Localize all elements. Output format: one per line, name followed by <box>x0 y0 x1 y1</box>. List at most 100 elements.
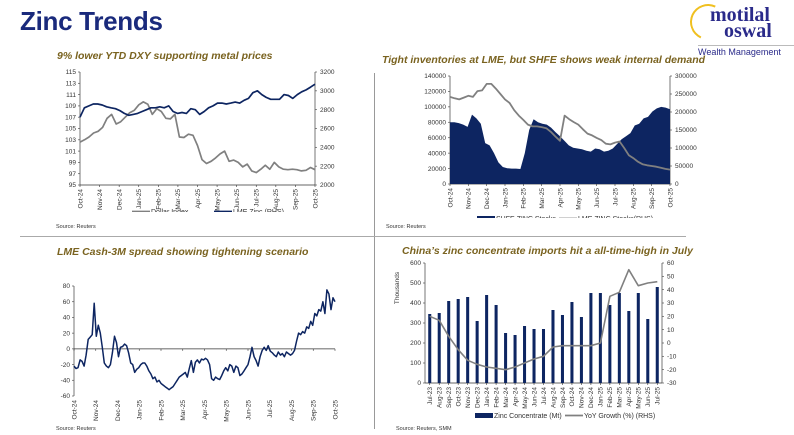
y-tick-label-left: 113 <box>66 81 77 88</box>
x-tick-label: Mar-25 <box>617 387 624 408</box>
bar-jan-24 <box>485 295 489 383</box>
x-tick-label: Mar-24 <box>503 387 510 408</box>
bar-mar-25 <box>617 293 621 383</box>
x-tick-label: Aug-25 <box>289 400 296 421</box>
x-tick-label: Dec-24 <box>588 387 595 408</box>
y-tick-label-left: 500 <box>410 280 421 287</box>
quadrant-divider-right <box>374 236 686 237</box>
y-tick-label-right: 200000 <box>675 109 697 116</box>
y-tick-label-left: 95 <box>69 182 77 189</box>
page-title: Zinc Trends <box>20 6 163 36</box>
legend-label-1: YoY Growth (%) (RHS) <box>584 413 655 420</box>
y-tick-label-left: 109 <box>65 103 76 110</box>
y-tick-label-right: 100000 <box>675 145 697 152</box>
x-tick-label: Nov-24 <box>579 387 586 408</box>
chart-dxy-zinc: 95 97 99 101 103 105 107 109 111 113 115 2000 2200 24… <box>65 69 335 212</box>
bar-nov-23 <box>466 297 470 383</box>
x-tick-label: May-25 <box>636 387 643 409</box>
x-tick-label: Jun-25 <box>594 188 601 208</box>
y-tick-label-left: 200 <box>410 340 421 347</box>
x-tick-label: May-25 <box>576 188 583 210</box>
y-tick-label-left: -20 <box>61 362 71 369</box>
chart-title-inventories: Tight inventories at LME, but SHFE shows… <box>382 54 706 66</box>
bar-jun-25 <box>646 319 650 383</box>
x-tick-label: Oct-25 <box>667 188 674 208</box>
y-tick-label-right: 250000 <box>675 91 697 98</box>
x-tick-label: Dec-24 <box>115 400 122 421</box>
y-tick-label-left: 107 <box>65 114 76 121</box>
y-tick-label-left: 60000 <box>428 135 446 142</box>
y-tick-label-right: 2600 <box>320 126 335 133</box>
x-tick-label: Jun-25 <box>245 400 252 420</box>
y-tick-label-left: 140000 <box>424 73 446 80</box>
x-tick-label: Mar-25 <box>539 188 546 209</box>
y-tick-label-left: 80000 <box>428 119 446 126</box>
x-tick-label: Aug-23 <box>437 387 444 408</box>
bar-dec-24 <box>589 293 593 383</box>
y-tick-label-left: 40 <box>63 315 71 322</box>
chart-inventories: 0 20000 40000 60000 80000 100000 120000 140000 0… <box>424 73 697 218</box>
x-tick-label: Nov-23 <box>465 387 472 408</box>
x-tick-label: Jul-24 <box>541 387 548 405</box>
chart-cash-3m: -60 -40 -20 0 20 40 60 80 Oct-24 Nov-24 Dec-24 Jan-… <box>61 283 340 421</box>
x-tick-label: Jul-23 <box>427 387 434 405</box>
x-tick-label: Feb-25 <box>156 189 163 210</box>
x-tick-label: Dec-24 <box>484 188 491 209</box>
line-series-1 <box>449 83 671 171</box>
line-series-0 <box>79 101 316 174</box>
y-tick-label-left: 0 <box>417 380 421 387</box>
y-tick-label-left: 111 <box>66 92 76 99</box>
chart-china-imports: 0 100 200 300 400 500 600 -30 -20 -10 0 10 20 30 40 50 6… <box>394 260 677 420</box>
y-tick-label-left: 400 <box>410 300 421 307</box>
x-tick-label: Sep-25 <box>311 400 318 421</box>
legend-label-0: SHFE ZINC Stocks <box>496 216 556 218</box>
y-tick-label-left: 100 <box>410 360 421 367</box>
y-tick-label-left: 20 <box>63 330 71 337</box>
y-tick-label-right: -10 <box>667 354 677 361</box>
area-series-0 <box>450 106 670 184</box>
y-tick-label-right: 300000 <box>675 73 697 80</box>
x-tick-label: Apr-24 <box>512 387 519 407</box>
bar-jun-24 <box>532 329 536 383</box>
bar-mar-24 <box>504 333 508 383</box>
x-tick-label: May-25 <box>214 189 221 211</box>
y-tick-label-right: 50 <box>667 274 675 281</box>
y-tick-label-right: 40 <box>667 287 675 294</box>
y-tick-label-right: 2200 <box>320 163 335 170</box>
y-tick-label-right: 3000 <box>320 88 335 95</box>
x-tick-label: Aug-25 <box>631 188 638 209</box>
x-tick-label: Jun-24 <box>531 387 538 407</box>
chart-title-china-imports: China’s zinc concentrate imports hit a a… <box>402 245 693 257</box>
x-tick-label: Oct-25 <box>312 189 319 209</box>
y-tick-label-left: 80 <box>63 283 71 290</box>
x-tick-label: Feb-25 <box>158 400 165 421</box>
logo-subtitle: Wealth Management <box>698 45 794 57</box>
logo-text-line2: oswal <box>724 20 772 42</box>
y-tick-label-right: 10 <box>667 327 675 334</box>
x-tick-label: Oct-24 <box>569 387 576 407</box>
y-tick-label-right: 150000 <box>675 127 697 134</box>
x-tick-label: Sep-23 <box>446 387 453 408</box>
y-tick-label-right: 0 <box>667 340 671 347</box>
x-tick-label: Jun-25 <box>234 189 241 209</box>
legend-label-0: Zinc Concentrate (Mt) <box>494 413 562 420</box>
y-tick-label-left: 103 <box>65 137 76 144</box>
y-tick-label-right: 60 <box>667 260 675 267</box>
y-tick-label-right: -30 <box>667 380 677 387</box>
x-tick-label: Mar-25 <box>180 400 187 421</box>
y-tick-label-left: 115 <box>66 69 77 76</box>
x-tick-label: Mar-25 <box>175 189 182 210</box>
x-tick-label: Dec-23 <box>474 387 481 408</box>
x-tick-label: Aug-24 <box>550 387 557 408</box>
x-tick-label: Feb-24 <box>493 387 500 408</box>
x-tick-label: Feb-25 <box>607 387 614 408</box>
y-tick-label-right: 2000 <box>320 182 335 189</box>
source-note-china-imports: Source: Reuters, SMM <box>396 426 452 432</box>
bar-sep-24 <box>560 315 564 383</box>
x-tick-label: Feb-25 <box>521 188 528 209</box>
bar-feb-24 <box>494 305 498 383</box>
y-tick-label-left: 600 <box>410 260 421 267</box>
x-tick-label: Sep-25 <box>649 188 656 209</box>
y-tick-label-left: 120000 <box>424 89 446 96</box>
y-tick-label-left: 60 <box>63 299 71 306</box>
